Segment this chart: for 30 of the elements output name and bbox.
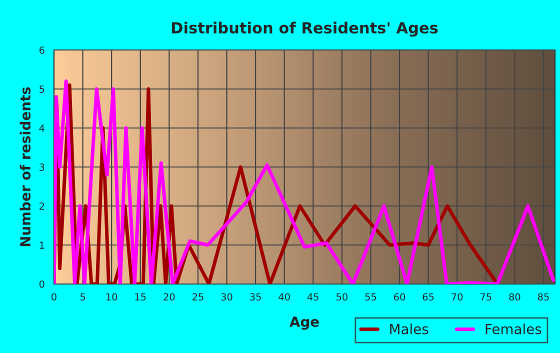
x-tick-label: 55 xyxy=(365,293,376,301)
y-tick-label: 2 xyxy=(40,202,44,210)
y-axis-title: Number of residents xyxy=(20,87,31,246)
x-tick-label: 50 xyxy=(336,293,348,301)
x-tick-label: 80 xyxy=(509,293,520,301)
x-tick-label: 85 xyxy=(538,293,549,301)
y-tick-label: 1 xyxy=(40,242,44,249)
x-tick-label: 60 xyxy=(394,293,406,301)
legend-label: Males xyxy=(390,324,428,334)
x-tick-label: 70 xyxy=(452,293,463,301)
y-tick-label: 3 xyxy=(40,163,44,171)
chart-title: Distribution of Residents' Ages xyxy=(172,22,438,37)
x-tick-label: 30 xyxy=(221,293,232,301)
x-tick-label: 65 xyxy=(422,293,434,301)
x-tick-label: 25 xyxy=(192,293,204,301)
x-tick-label: 10 xyxy=(106,293,118,301)
y-tick-label: 6 xyxy=(39,46,44,54)
y-tick-label: 4 xyxy=(39,124,44,132)
y-tick-label: 0 xyxy=(39,280,44,288)
y-tick-label: 5 xyxy=(40,86,44,93)
x-tick-label: 40 xyxy=(278,293,290,301)
x-tick-label: 20 xyxy=(164,293,175,301)
x-tick-label: 5 xyxy=(80,293,86,301)
x-tick-label: 15 xyxy=(135,293,146,301)
legend-label: Females xyxy=(486,324,542,334)
x-axis-title: Age xyxy=(290,316,319,330)
x-tick-label: 45 xyxy=(307,293,318,301)
x-tick-label: 75 xyxy=(480,293,492,301)
x-tick-label: 35 xyxy=(250,293,261,301)
x-tick-label: 0 xyxy=(52,293,56,301)
